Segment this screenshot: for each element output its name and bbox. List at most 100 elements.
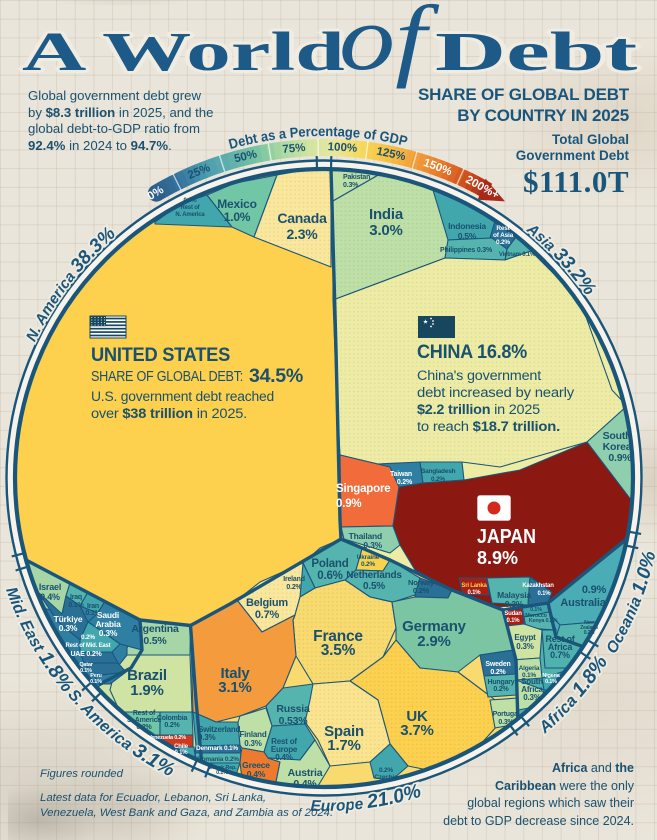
svg-text:0.7%: 0.7%: [255, 609, 280, 621]
svg-text:Denmark 0.1%: Denmark 0.1%: [196, 745, 238, 752]
svg-text:Singapore: Singapore: [336, 483, 390, 495]
svg-text:Iraq: Iraq: [70, 594, 82, 601]
svg-text:UK: UK: [406, 708, 428, 725]
svg-text:0.1%: 0.1%: [216, 770, 228, 776]
svg-text:34.5%: 34.5%: [249, 365, 303, 387]
svg-text:Nigeria: Nigeria: [542, 673, 560, 679]
svg-text:0.2%: 0.2%: [81, 634, 95, 641]
svg-text:0.9%: 0.9%: [582, 584, 607, 596]
svg-text:France: France: [313, 628, 363, 645]
svg-text:Israel: Israel: [39, 582, 61, 592]
svg-text:0.1%: 0.1%: [538, 591, 552, 597]
svg-text:1.7%: 1.7%: [327, 737, 360, 754]
svg-text:New: New: [584, 620, 594, 626]
svg-text:Peru: Peru: [90, 673, 101, 679]
svg-text:0.1%: 0.1%: [85, 610, 101, 617]
svg-text:0.5%: 0.5%: [458, 231, 477, 241]
svg-text:Netherlands: Netherlands: [346, 570, 402, 581]
svg-text:debt increased by nearly: debt increased by nearly: [417, 385, 574, 400]
svg-text:Norway: Norway: [408, 578, 435, 587]
svg-text:0.3%: 0.3%: [523, 693, 541, 702]
svg-text:Rest of: Rest of: [545, 634, 575, 644]
svg-text:0.2%: 0.2%: [379, 767, 393, 774]
svg-text:to reach $18.7 trillion.: to reach $18.7 trillion.: [417, 419, 560, 434]
svg-text:Rest of: Rest of: [181, 205, 201, 211]
svg-text:Rest of: Rest of: [271, 737, 297, 746]
svg-text:8.9%: 8.9%: [477, 548, 518, 568]
svg-text:over $38 trillion in 2025.: over $38 trillion in 2025.: [91, 406, 247, 421]
svg-text:Rest: Rest: [496, 225, 510, 232]
svg-text:0.2%: 0.2%: [413, 586, 430, 595]
svg-text:0.3%: 0.3%: [99, 628, 118, 638]
svg-text:Colombia: Colombia: [157, 715, 188, 722]
svg-text:0.3%: 0.3%: [516, 642, 534, 651]
svg-text:0.2%: 0.2%: [496, 239, 510, 246]
svg-text:0.3%: 0.3%: [505, 599, 524, 609]
svg-text:Australia: Australia: [560, 597, 606, 609]
svg-text:0.2%: 0.2%: [490, 669, 506, 676]
svg-text:0.2%: 0.2%: [136, 724, 152, 731]
svg-text:South: South: [603, 430, 632, 442]
svg-text:0.2%: 0.2%: [431, 476, 445, 483]
svg-text:0.2%: 0.2%: [361, 561, 375, 568]
svg-text:Argentina: Argentina: [131, 623, 179, 635]
svg-text:Qatar: Qatar: [79, 662, 93, 668]
svg-text:3.1%: 3.1%: [218, 679, 251, 696]
svg-text:of Asia: of Asia: [493, 232, 514, 239]
svg-text:Sri Lanka: Sri Lanka: [461, 583, 487, 589]
svg-text:1.0%: 1.0%: [224, 210, 251, 224]
svg-text:Kazakhstan: Kazakhstan: [522, 583, 554, 589]
svg-text:Philippines 0.3%: Philippines 0.3%: [440, 247, 493, 254]
svg-text:100%: 100%: [327, 141, 357, 155]
svg-text:Czechia: Czechia: [374, 774, 398, 781]
svg-text:Thailand: Thailand: [349, 531, 382, 541]
svg-text:Venezuela 0.2%: Venezuela 0.2%: [148, 735, 186, 741]
svg-text:India: India: [369, 206, 404, 223]
svg-text:3.0%: 3.0%: [369, 222, 402, 239]
svg-text:0.3%: 0.3%: [363, 540, 382, 550]
svg-text:Hungary: Hungary: [488, 679, 515, 686]
svg-text:Germany: Germany: [402, 618, 466, 635]
svg-text:0.9%: 0.9%: [336, 498, 361, 510]
svg-text:Taiwan: Taiwan: [390, 471, 412, 478]
svg-text:U.S. government debt reached: U.S. government debt reached: [91, 389, 274, 404]
svg-text:Poland: Poland: [311, 558, 348, 570]
svg-text:Europe: Europe: [271, 745, 298, 754]
svg-text:Sudan: Sudan: [504, 611, 522, 617]
svg-text:South: South: [521, 677, 543, 686]
svg-text:Ireland: Ireland: [283, 576, 305, 583]
svg-text:UAE 0.2%: UAE 0.2%: [70, 651, 102, 658]
svg-text:0.9%: 0.9%: [608, 452, 632, 464]
svg-text:N. America: N. America: [175, 212, 205, 218]
svg-text:Switzerland: Switzerland: [198, 725, 241, 734]
svg-text:0.1%: 0.1%: [68, 602, 84, 609]
svg-text:Italy: Italy: [220, 665, 250, 682]
svg-text:Romania 0.2%: Romania 0.2%: [197, 756, 239, 763]
svg-text:0.1%: 0.1%: [175, 750, 189, 756]
svg-text:0.5%: 0.5%: [363, 581, 385, 592]
svg-text:0.4%: 0.4%: [40, 592, 60, 602]
svg-text:Rest of: Rest of: [133, 710, 156, 717]
svg-text:0.7%: 0.7%: [550, 650, 570, 660]
svg-text:0.1%: 0.1%: [545, 679, 557, 685]
svg-text:SHARE OF GLOBAL DEBT:: SHARE OF GLOBAL DEBT:: [91, 369, 243, 385]
svg-text:0.3%: 0.3%: [343, 182, 359, 189]
svg-text:0.3%: 0.3%: [59, 623, 78, 633]
svg-text:0.1%: 0.1%: [468, 590, 482, 596]
svg-text:Malaysia: Malaysia: [497, 590, 531, 600]
svg-text:$2.2 trillion in 2025: $2.2 trillion in 2025: [417, 402, 540, 417]
svg-text:0.3%: 0.3%: [244, 739, 262, 748]
svg-text:Rest of Mid. East: Rest of Mid. East: [66, 643, 111, 649]
svg-text:1.9%: 1.9%: [130, 682, 163, 699]
svg-text:Egypt: Egypt: [514, 633, 536, 642]
svg-text:Finland: Finland: [239, 730, 266, 739]
svg-text:Vietnam 0.1%: Vietnam 0.1%: [499, 252, 536, 258]
svg-text:50%: 50%: [233, 148, 258, 165]
svg-text:Greece: Greece: [242, 760, 270, 770]
svg-text:Belgium: Belgium: [246, 597, 288, 609]
svg-text:0.1%: 0.1%: [530, 607, 542, 613]
svg-text:Mexico: Mexico: [217, 197, 256, 211]
svg-text:0.53%: 0.53%: [279, 715, 309, 727]
svg-text:0.1%: 0.1%: [507, 618, 521, 624]
svg-text:0.3%: 0.3%: [184, 198, 198, 204]
